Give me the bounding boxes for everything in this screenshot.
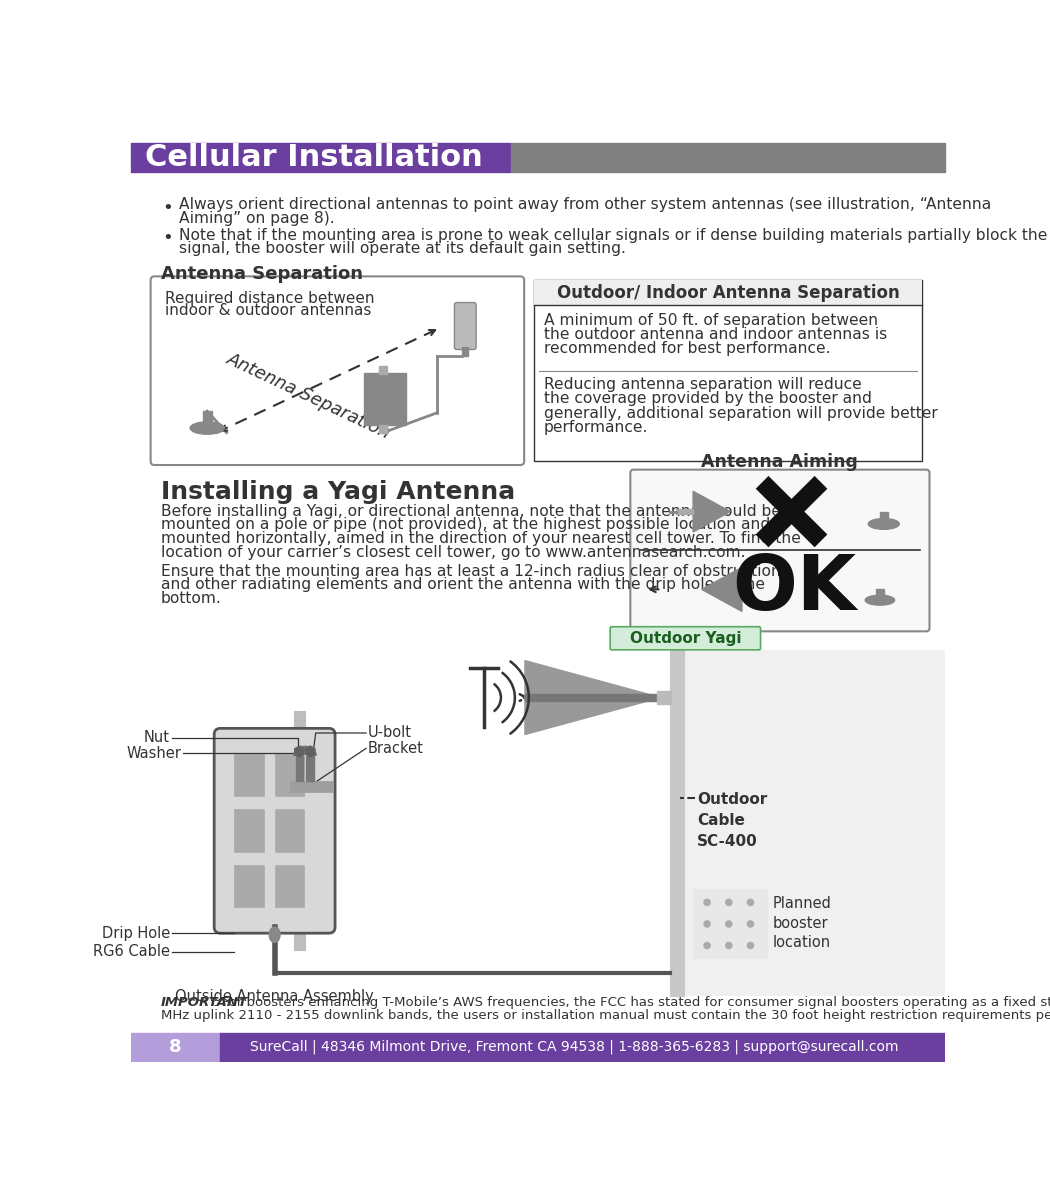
Bar: [234, 754, 264, 796]
Polygon shape: [525, 661, 660, 735]
Ellipse shape: [868, 519, 899, 530]
Circle shape: [704, 900, 710, 905]
Ellipse shape: [190, 422, 225, 434]
Text: MHz uplink 2110 - 2155 downlink bands, the users or installation manual must con: MHz uplink 2110 - 2155 downlink bands, t…: [161, 1008, 1050, 1021]
Circle shape: [704, 921, 710, 927]
Text: signal, the booster will operate at its default gain setting.: signal, the booster will operate at its …: [180, 241, 626, 256]
Bar: [379, 366, 387, 375]
Text: bottom.: bottom.: [161, 592, 222, 606]
Bar: [131, 143, 511, 173]
Text: U-bolt: U-bolt: [368, 725, 412, 741]
Text: Bracket: Bracket: [368, 741, 423, 756]
Text: Antenna Aiming: Antenna Aiming: [701, 453, 858, 471]
Ellipse shape: [269, 927, 280, 942]
Text: Antenna Separation: Antenna Separation: [161, 265, 362, 283]
Circle shape: [748, 900, 754, 905]
Text: RG6 Cable: RG6 Cable: [93, 944, 170, 959]
Circle shape: [726, 942, 732, 948]
Bar: [220, 1032, 945, 1062]
FancyBboxPatch shape: [455, 303, 476, 350]
Text: indoor & outdoor antennas: indoor & outdoor antennas: [165, 303, 372, 319]
FancyBboxPatch shape: [214, 729, 335, 933]
Bar: [876, 589, 884, 600]
Text: SureCall | 48346 Milmont Drive, Fremont CA 94538 | 1-888-365-6283 | support@sure: SureCall | 48346 Milmont Drive, Fremont …: [250, 1040, 899, 1055]
Text: the coverage provided by the booster and: the coverage provided by the booster and: [544, 391, 872, 407]
Text: Outdoor Yagi: Outdoor Yagi: [630, 631, 741, 645]
Bar: [462, 347, 468, 357]
Text: Before installing a Yagi, or directional antenna, note that the antenna should b: Before installing a Yagi, or directional…: [161, 503, 781, 519]
Bar: [290, 780, 333, 791]
Bar: [307, 756, 314, 780]
Text: Aiming” on page 8).: Aiming” on page 8).: [180, 210, 335, 225]
Text: •: •: [163, 198, 173, 217]
Bar: [534, 280, 922, 462]
Text: Drip Hole: Drip Hole: [102, 926, 170, 940]
Text: Required distance between: Required distance between: [165, 291, 375, 305]
Bar: [275, 754, 304, 796]
FancyBboxPatch shape: [150, 277, 524, 465]
Text: : For boosters enhancing T-Mobile’s AWS frequencies, the FCC has stated for cons: : For boosters enhancing T-Mobile’s AWS …: [212, 996, 1050, 1009]
Bar: [234, 865, 264, 907]
Text: Always orient directional antennas to point away from other system antennas (see: Always orient directional antennas to po…: [180, 197, 991, 212]
Text: the outdoor antenna and indoor antennas is: the outdoor antenna and indoor antennas …: [544, 327, 887, 342]
Bar: [295, 756, 303, 780]
Bar: [275, 865, 304, 907]
FancyBboxPatch shape: [630, 470, 929, 631]
Text: Washer: Washer: [127, 746, 182, 760]
Text: Reducing antenna separation will reduce: Reducing antenna separation will reduce: [544, 377, 861, 392]
Text: Note that if the mounting area is prone to weak cellular signals or if dense bui: Note that if the mounting area is prone …: [180, 228, 1048, 243]
Bar: [363, 372, 406, 425]
Text: mounted on a pole or pipe (not provided), at the highest possible location and: mounted on a pole or pipe (not provided)…: [161, 518, 770, 532]
Text: Nut: Nut: [144, 730, 170, 746]
Circle shape: [726, 921, 732, 927]
Text: location of your carrier’s closest cell tower, go to www.antennasearch.com.: location of your carrier’s closest cell …: [161, 545, 745, 560]
Circle shape: [748, 942, 754, 948]
Text: Ensure that the mounting area has at least a 12-inch radius clear of obstruction: Ensure that the mounting area has at lea…: [161, 563, 789, 579]
Bar: [275, 809, 304, 852]
Text: Installing a Yagi Antenna: Installing a Yagi Antenna: [161, 481, 514, 505]
Text: Outside Antenna Assembly: Outside Antenna Assembly: [175, 989, 374, 1003]
Polygon shape: [701, 568, 742, 611]
Bar: [294, 711, 304, 950]
Text: Outdoor
Cable
SC-400: Outdoor Cable SC-400: [697, 792, 768, 849]
Text: mounted horizontally, aimed in the direction of your nearest cell tower. To find: mounted horizontally, aimed in the direc…: [161, 531, 800, 546]
Bar: [656, 692, 671, 704]
Text: performance.: performance.: [544, 420, 648, 435]
Text: A minimum of 50 ft. of separation between: A minimum of 50 ft. of separation betwee…: [544, 313, 878, 328]
Bar: [131, 1032, 220, 1062]
Text: OK: OK: [732, 552, 856, 626]
Bar: [676, 509, 693, 514]
Polygon shape: [693, 492, 731, 532]
Bar: [379, 425, 387, 433]
Text: •: •: [163, 229, 173, 247]
Bar: [670, 650, 684, 996]
Ellipse shape: [865, 595, 895, 605]
Text: Cellular Installation: Cellular Installation: [145, 143, 483, 172]
Text: Planned
booster
location: Planned booster location: [773, 896, 832, 951]
Circle shape: [704, 942, 710, 948]
Bar: [234, 809, 264, 852]
Text: and other radiating elements and orient the antenna with the drip hole at the: and other radiating elements and orient …: [161, 577, 764, 593]
FancyBboxPatch shape: [610, 626, 760, 650]
Bar: [693, 889, 766, 958]
Bar: [880, 512, 887, 524]
Circle shape: [726, 900, 732, 905]
Bar: [684, 650, 947, 996]
Circle shape: [748, 921, 754, 927]
Bar: [525, 693, 660, 701]
Text: recommended for best performance.: recommended for best performance.: [544, 341, 831, 356]
Bar: [511, 143, 945, 173]
Text: 8: 8: [169, 1038, 182, 1056]
Text: Antenna Separation: Antenna Separation: [224, 350, 394, 443]
Text: IMPORTANT: IMPORTANT: [161, 996, 248, 1009]
Bar: [203, 412, 212, 428]
Text: Outdoor/ Indoor Antenna Separation: Outdoor/ Indoor Antenna Separation: [556, 284, 900, 302]
Bar: [534, 280, 922, 305]
Text: generally, additional separation will provide better: generally, additional separation will pr…: [544, 406, 938, 421]
